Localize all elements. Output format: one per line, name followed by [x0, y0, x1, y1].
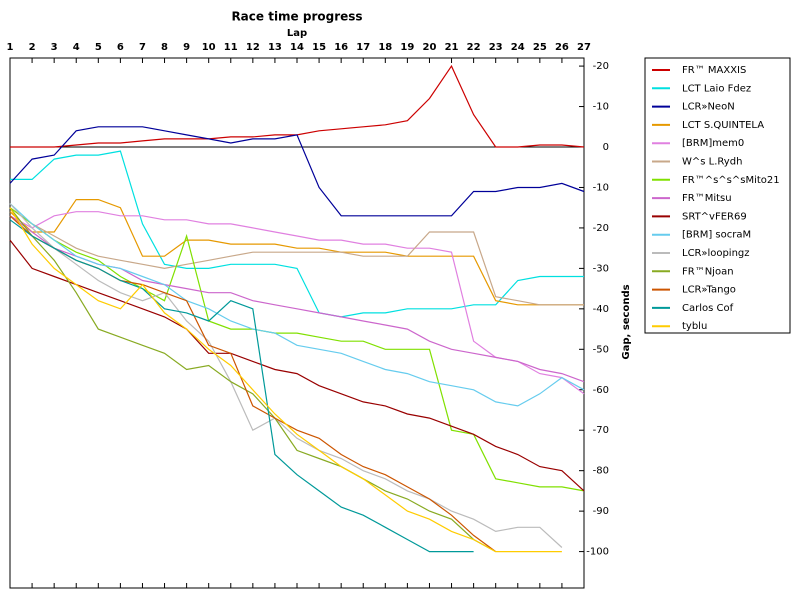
series-line: [9, 203, 563, 548]
series-line: [9, 239, 585, 492]
series-line: [9, 203, 585, 407]
x-tick-label: 12: [246, 42, 260, 53]
x-tick-label: 22: [467, 42, 481, 53]
series-line: [9, 207, 562, 553]
series-line: [9, 219, 474, 553]
y-tick-label: -80: [593, 466, 609, 477]
x-tick-label: 16: [334, 42, 348, 53]
legend-label: [BRM]mem0: [682, 138, 744, 149]
legend-label: Carlos Cof: [682, 303, 734, 314]
y-tick-label: -40: [593, 304, 609, 315]
x-tick-label: 14: [290, 42, 304, 53]
x-tick-label: 18: [378, 42, 392, 53]
series-line: [9, 215, 497, 553]
y-tick-label: -20: [593, 223, 609, 234]
x-tick-label: 17: [356, 42, 370, 53]
y-tick-label: -100: [586, 547, 609, 558]
legend-label: W^s L.Rydh: [682, 157, 742, 168]
legend-label: FR™^s^s^sMito21: [682, 175, 780, 186]
series-line: [10, 150, 584, 318]
legend-label: tyblu: [682, 321, 707, 332]
x-tick-label: 24: [511, 42, 525, 53]
series-line: [9, 211, 585, 395]
legend-label: SRT^vFER69: [682, 211, 747, 222]
series-line: [9, 207, 584, 306]
y-tick-label: -50: [593, 344, 609, 355]
series-line: [9, 207, 585, 492]
series-line: [9, 199, 584, 306]
y-tick-label: -20: [593, 61, 609, 72]
x-tick-label: 23: [489, 42, 503, 53]
legend-label: FR™ MAXXIS: [682, 65, 746, 76]
x-tick-label: 19: [400, 42, 414, 53]
y-tick-label: -10: [593, 102, 609, 113]
x-tick-label: 6: [117, 42, 124, 53]
x-tick-label: 9: [183, 42, 190, 53]
y-tick-label: -60: [593, 385, 609, 396]
x-tick-label: 4: [73, 42, 80, 53]
legend-label: FR™Njoan: [682, 266, 734, 277]
x-tick-label: 7: [139, 42, 146, 53]
series-line: [9, 126, 585, 217]
x-tick-label: 10: [202, 42, 216, 53]
x-tick-label: 8: [161, 42, 168, 53]
legend-label: LCT Laio Fdez: [682, 83, 751, 94]
legend-label: LCR»NeoN: [682, 102, 735, 113]
legend-label: FR™Mitsu: [682, 193, 732, 204]
series-line: [9, 207, 496, 553]
plot-frame: [9, 57, 585, 589]
x-tick-label: 11: [224, 42, 238, 53]
x-tick-label: 15: [312, 42, 326, 53]
y-tick-label: -90: [593, 506, 609, 517]
y-tick-label: -10: [593, 182, 609, 193]
legend-label: [BRM] socraM: [682, 230, 751, 241]
y-tick-label: -30: [593, 263, 609, 274]
x-tick-label: 13: [268, 42, 282, 53]
legend-label: LCR»loopingz: [682, 248, 750, 259]
x-tick-label: 3: [51, 42, 58, 53]
x-tick-label: 5: [95, 42, 102, 53]
x-tick-label: 20: [423, 42, 437, 53]
x-tick-label: 25: [533, 42, 547, 53]
x-tick-label: 27: [577, 42, 591, 53]
y-tick-label: -70: [593, 425, 609, 436]
y-axis-label: Gap, seconds: [621, 284, 632, 359]
x-tick-label: 26: [555, 42, 569, 53]
x-tick-label: 21: [445, 42, 459, 53]
y-tick-label: 0: [603, 142, 609, 153]
legend-label: LCT S.QUINTELA: [682, 120, 764, 131]
x-tick-label: 1: [7, 42, 14, 53]
x-axis-label: Lap: [287, 28, 307, 39]
x-tick-label: 2: [29, 42, 36, 53]
legend-box: [644, 57, 791, 334]
legend-label: LCR»Tango: [682, 285, 736, 296]
chart-title: Race time progress: [231, 10, 362, 24]
